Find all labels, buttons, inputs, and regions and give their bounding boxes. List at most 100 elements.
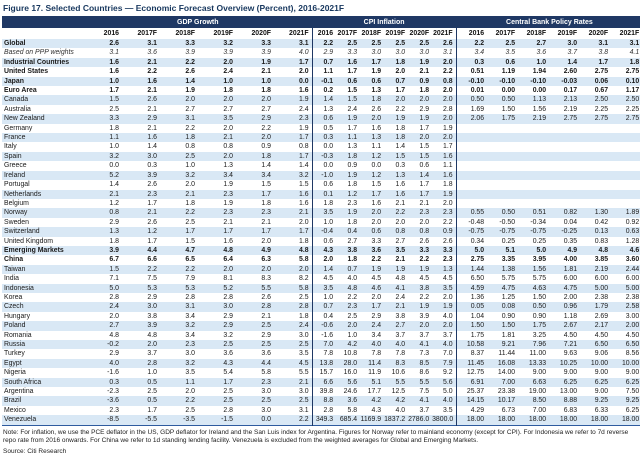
cell: 4.0 [298,49,309,57]
cell: 4.75 [501,284,516,292]
cell: 2.9 [419,105,430,113]
cell: 11.45 [455,358,488,369]
cell: 10.8 [343,350,358,358]
cell: 3.85 [594,256,609,264]
cell: 1.7 [298,58,309,66]
cell [455,170,488,181]
cell: -1.0 [311,170,337,181]
cell: 4.8 [347,284,358,292]
cell: 1837.2 [384,416,406,424]
cell: 3.1 [109,49,119,57]
cell: 2.6 [443,237,453,245]
year-header: 2016 [455,28,488,39]
cell: 4.8 [395,275,406,283]
cell: 3.2 [185,171,195,179]
cell [611,199,640,208]
cell: 2.38 [594,293,609,301]
cell: 1.30 [594,209,609,217]
cell: 1.0 [185,162,195,170]
cell: 1.9 [347,209,358,217]
cell [549,142,580,151]
cell: 2.0 [311,255,337,265]
table-row: Global 2.6 3.1 3.3 3.2 3.3 3.1 2.2 2.5 2.5 2.5 2.5 2… [2,39,640,49]
cell: 6.83 [563,406,578,414]
cell: 4.4 [147,246,157,254]
cell: 4.6 [371,284,382,292]
cell: 0.63 [625,228,640,236]
table-row: Czech 2.4 3.0 3.1 3.0 2.8 2.8 0.7 2.3 1.7 2.1 1.9 1.… [2,302,640,312]
cell: 1.8 [261,87,271,95]
cell: 2.5 [419,40,430,47]
cell: 2.4 [395,293,406,301]
cell: 2.2 [443,218,453,226]
cell: 2.6 [261,293,271,301]
cell: 3.5 [505,49,516,57]
table-row: Egypt 4.0 2.8 3.2 4.3 4.4 4.5 13.8 28.0 11.4 8.3 8.… [2,358,640,369]
cell: 0.50 [455,95,488,105]
cell: 2.5 [298,341,309,348]
cell: 3.5 [443,284,453,292]
cell: 0.83 [594,237,609,245]
cell: 4.3 [371,406,382,414]
row-label: France [4,134,26,142]
cell: 0.8 [298,143,309,151]
cell: 2.9 [109,218,119,226]
cell: 18.00 [497,416,516,424]
table-row: Venezuela -8.5 -5.5 -3.5 -1.5 0.0 2.2 349.3 685.… [2,415,640,426]
year-header: 2019F [385,30,406,37]
cell: 4.6 [629,246,640,254]
cell: 3.9 [261,49,271,57]
cell: 1.5 [347,87,358,95]
year-header: 2017F [495,30,516,37]
cell: 2.0 [298,218,309,226]
cell: 1.9 [419,265,430,273]
cell: 0.90 [501,312,516,320]
cell: 3.1 [185,303,195,311]
cell: 3.9 [223,49,233,57]
cell: 2.3 [223,190,233,198]
cell: 24.6 [343,388,358,396]
cell [455,151,488,162]
year-header: 2021F [619,30,640,37]
table-row: South Africa 0.3 0.5 1.1 1.7 2.3 2.1 6.6 5.6 5.1 5… [2,377,640,388]
cell: 6.00 [625,275,640,283]
row-label: Emerging Markets [4,246,64,254]
cell: 6.7 [109,256,119,264]
cell: 2.0 [261,237,271,245]
cell: 1.6 [109,58,119,66]
cell: 7.21 [563,341,578,348]
cell: 1.7 [298,152,309,160]
table-row: Switzerland 1.3 1.2 1.7 1.7 1.7 1.7 -0.4 0.4 0.6 0… [2,227,640,237]
cell: 2.1 [395,303,406,311]
cell: 0.1 [311,189,337,199]
cell: 1.6 [395,190,406,198]
cell: 2.0 [443,199,453,207]
cell: 2.3 [419,209,430,217]
cell: 2.3 [443,209,453,217]
cell: 3.9 [109,246,119,254]
cell: 7.3 [419,350,430,358]
cell: 2.7 [109,322,119,330]
cell: 13.33 [528,359,547,367]
cell: -3.5 [183,416,195,424]
cell: 1.8 [298,237,309,245]
cell: 9.63 [563,350,578,358]
cell: 6.50 [455,274,488,284]
cell: 2.58 [625,303,640,311]
cell [580,161,611,170]
year-header: 2020F [251,30,271,37]
cell: 2.0 [298,265,309,273]
cell: 0.35 [563,237,578,245]
cell: 39.8 [311,387,337,397]
cell: 0.8 [395,228,406,236]
cell: 0.10 [625,77,640,85]
cell: 2.5 [261,322,271,330]
row-label: Mexico [4,406,26,414]
cell: 2.3 [443,256,453,264]
cell: 1.2 [147,228,157,236]
cell: 2.8 [147,359,157,367]
cell: 3.6 [536,49,547,57]
cell: 3.1 [443,49,453,57]
cell: 1.56 [532,105,547,113]
cell: 3.3 [185,40,195,47]
